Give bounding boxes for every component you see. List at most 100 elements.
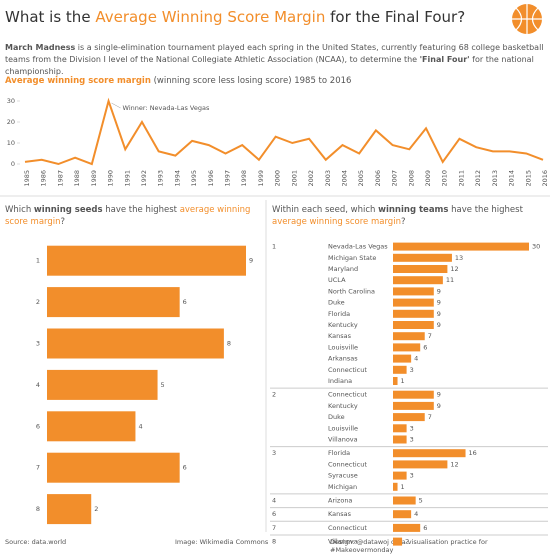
y-tick-label: 20	[7, 118, 15, 126]
bar	[393, 510, 412, 519]
x-tick-label: 1996	[207, 170, 215, 187]
x-tick-label: 1985	[23, 170, 31, 187]
value-label: 7	[428, 413, 432, 421]
x-tick-label: 2005	[357, 170, 365, 187]
bar	[47, 328, 224, 359]
logo	[512, 4, 542, 34]
x-tick-label: 2003	[324, 170, 332, 187]
title-part: average winning score margin	[272, 217, 401, 227]
value-label: 9	[437, 299, 441, 307]
value-label: 16	[469, 449, 477, 457]
bar	[393, 482, 398, 491]
team-label: Michigan	[328, 483, 357, 491]
bar	[47, 245, 246, 276]
value-label: 1	[401, 377, 405, 385]
bar	[47, 494, 92, 525]
bar	[47, 369, 158, 400]
title-part: ?	[400, 217, 406, 227]
y-tick-label: 4	[36, 381, 40, 389]
value-label: 9	[437, 402, 441, 410]
value-label: 6	[423, 343, 427, 351]
x-tick-label: 2011	[457, 170, 465, 187]
team-label: Kansas	[328, 332, 352, 340]
x-tick-label: 2000	[274, 170, 282, 187]
team-label: Indiana	[328, 377, 352, 385]
value-label: 3	[410, 366, 414, 374]
bar	[393, 424, 407, 433]
x-tick-label: 2016	[541, 170, 549, 187]
y-tick-label: 3	[36, 340, 40, 348]
team-label: Duke	[328, 413, 345, 421]
x-tick-label: 2004	[340, 170, 348, 187]
team-label: Florida	[328, 449, 350, 457]
team-label: Arizona	[328, 497, 352, 505]
value-label: 9	[437, 310, 441, 318]
bar	[393, 365, 407, 374]
value-label: 3	[410, 424, 414, 432]
group-label: 3	[272, 449, 276, 457]
footer-source: Source: data.world	[5, 538, 67, 546]
bar	[393, 377, 398, 385]
y-tick-label: 7	[36, 464, 40, 472]
group-label: 6	[272, 510, 276, 518]
desc-part: 'Final Four'	[419, 55, 470, 64]
bar	[47, 452, 180, 483]
bar	[47, 411, 136, 442]
bar	[393, 390, 434, 399]
x-tick-label: 1990	[107, 170, 115, 187]
x-tick-label: 2014	[508, 170, 516, 187]
value-label: 9	[437, 321, 441, 329]
bar	[393, 401, 434, 410]
team-label: Syracuse	[328, 472, 358, 480]
description: March Madness is a single-elimination to…	[5, 42, 550, 78]
x-tick-label: 1986	[40, 170, 48, 187]
value-label: 4	[414, 355, 418, 363]
team-label: Nevada-Las Vegas	[328, 243, 388, 251]
bar	[393, 435, 407, 444]
x-tick-label: 2015	[524, 170, 532, 187]
title-part: winning teams	[378, 205, 449, 215]
x-tick-label: 2008	[407, 170, 415, 187]
annotation: Winner: Nevada-Las Vegas	[123, 104, 210, 112]
team-label: Connecticut	[328, 366, 367, 374]
bar	[393, 276, 443, 285]
title-part: Average winning score margin	[5, 76, 151, 86]
team-label: Kentucky	[328, 321, 358, 329]
team-label: Connecticut	[328, 524, 367, 532]
bar	[393, 354, 412, 363]
title-part: Within each seed, which	[272, 205, 379, 215]
seed-title: Which winning seeds have the highest ave…	[5, 204, 265, 228]
title-part: average winning score margin	[5, 205, 251, 227]
team-label: Arkansas	[328, 355, 358, 363]
desc-part: March Madness	[5, 43, 76, 52]
y-tick-label: 1	[36, 257, 40, 265]
x-tick-label: 1989	[90, 170, 98, 187]
group-label: 4	[272, 497, 276, 505]
bar	[393, 287, 434, 296]
team-label: Kansas	[328, 510, 352, 518]
team-label: Louisville	[328, 424, 358, 432]
team-label: Villanova	[328, 538, 358, 546]
value-label: 9	[249, 257, 253, 265]
value-label: 6	[423, 524, 427, 532]
team-label: Duke	[328, 299, 345, 307]
title-part: winning seeds	[33, 205, 103, 215]
x-tick-label: 2002	[307, 170, 315, 187]
x-tick-label: 2006	[374, 170, 382, 187]
x-tick-label: 1993	[157, 170, 165, 187]
team-label: Michigan State	[328, 254, 376, 262]
team-label: Maryland	[328, 265, 358, 273]
bar	[47, 287, 180, 318]
value-label: 6	[183, 464, 187, 472]
title-part: ?	[60, 217, 66, 227]
value-label: 5	[419, 497, 423, 505]
x-tick-label: 1995	[190, 170, 198, 187]
group-label: 2	[272, 391, 276, 399]
value-label: 8	[227, 340, 231, 348]
bar	[393, 242, 529, 251]
title-part: (winning score less losing score) 1985 t…	[150, 76, 352, 86]
y-tick-label: 0	[11, 160, 15, 168]
team-label: Connecticut	[328, 391, 367, 399]
